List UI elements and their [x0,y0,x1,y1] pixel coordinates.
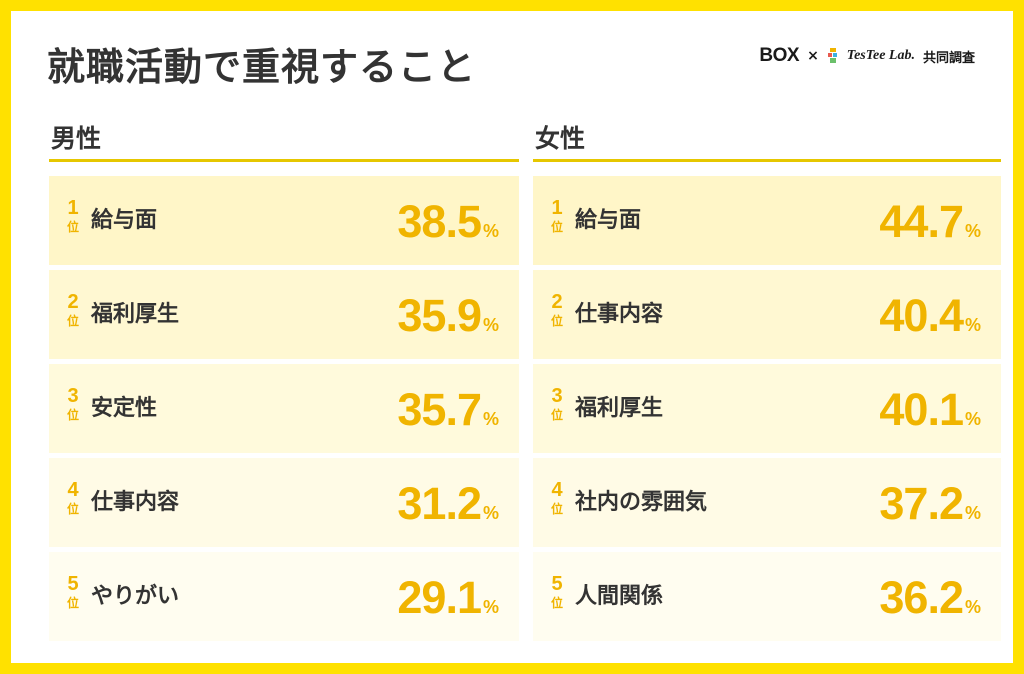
ranking-row: 4 位社内の雰囲気 37.2% [533,458,1001,547]
value-label: 40.4% [879,270,981,359]
testee-logo-icon [827,48,839,64]
male-column: 男性 1 位給与面 38.5% 2 位福利厚生 35.9% 3 位安定性 35.7% 4 位仕事内容… [49,121,519,646]
percent-sign: % [482,221,499,241]
ranking-row: 1 位給与面 38.5% [49,176,519,265]
value-number: 38.5 [397,196,482,247]
value-number: 35.7 [397,384,482,435]
value-number: 35.9 [397,290,482,341]
percent-sign: % [964,409,981,429]
percent-sign: % [964,221,981,241]
percent-sign: % [964,597,981,617]
percent-sign: % [482,503,499,523]
rank-number: 1 [551,197,563,219]
ranking-row: 3 位安定性 35.7% [49,364,519,453]
category-label: 安定性 [91,396,158,421]
female-ranking-list: 1 位給与面 44.7% 2 位仕事内容 40.4% 3 位福利厚生 40.1% 4 位社内の雰囲気… [533,176,1001,641]
rank-suffix: 位 [66,596,79,610]
box-logo: BOX [759,45,800,66]
category-label: やりがい [91,584,180,609]
page-title: 就職活動で重視すること [47,45,477,89]
value-number: 44.7 [879,196,964,247]
rank-suffix: 位 [550,314,563,328]
ranking-row: 2 位福利厚生 35.9% [49,270,519,359]
female-heading: 女性 [535,124,586,153]
value-label: 36.2% [879,552,981,641]
value-number: 40.4 [879,290,964,341]
rank-suffix: 位 [66,314,79,328]
percent-sign: % [964,315,981,335]
value-label: 37.2% [879,458,981,547]
rank-number: 4 [551,479,563,501]
rank-number: 3 [67,385,79,407]
rank-number: 2 [67,291,79,313]
rank-number: 3 [551,385,563,407]
value-label: 29.1% [397,552,499,641]
value-number: 40.1 [879,384,964,435]
value-label: 31.2% [397,458,499,547]
rank-number: 5 [67,573,79,595]
rank-number: 5 [551,573,563,595]
testee-lab-name: TesTee Lab. [846,48,915,63]
rank-suffix: 位 [550,220,563,234]
rank-suffix: 位 [66,502,79,516]
rank-suffix: 位 [550,408,563,422]
percent-sign: % [482,315,499,335]
rank-number: 1 [67,197,79,219]
value-label: 38.5% [397,176,499,265]
rank-suffix: 位 [66,220,79,234]
category-label: 人間関係 [575,584,664,609]
ranking-row: 5 位人間関係 36.2% [533,552,1001,641]
category-label: 福利厚生 [91,302,180,327]
rank-number: 4 [67,479,79,501]
ranking-row: 5 位やりがい 29.1% [49,552,519,641]
category-label: 給与面 [91,208,158,233]
rank-suffix: 位 [550,502,563,516]
ranking-row: 2 位仕事内容 40.4% [533,270,1001,359]
rank-suffix: 位 [550,596,563,610]
category-label: 仕事内容 [575,302,664,327]
ranking-row: 1 位給与面 44.7% [533,176,1001,265]
value-label: 40.1% [879,364,981,453]
percent-sign: % [964,503,981,523]
category-label: 仕事内容 [91,490,180,515]
value-number: 29.1 [397,572,482,623]
female-column: 女性 1 位給与面 44.7% 2 位仕事内容 40.4% 3 位福利厚生 40.1% 4 位社内の… [533,121,1001,646]
ranking-row: 4 位仕事内容 31.2% [49,458,519,547]
percent-sign: % [482,597,499,617]
ranking-row: 3 位福利厚生 40.1% [533,364,1001,453]
times-mark: × [807,48,819,64]
female-heading-rule [533,159,1001,162]
male-heading: 男性 [51,124,102,153]
value-number: 36.2 [879,572,964,623]
value-number: 31.2 [397,478,482,529]
value-label: 35.7% [397,364,499,453]
value-number: 37.2 [879,478,964,529]
value-label: 44.7% [879,176,981,265]
value-label: 35.9% [397,270,499,359]
male-ranking-list: 1 位給与面 38.5% 2 位福利厚生 35.9% 3 位安定性 35.7% 4 位仕事内容 31.… [49,176,519,641]
category-label: 給与面 [575,208,642,233]
rank-number: 2 [551,291,563,313]
rank-suffix: 位 [66,408,79,422]
percent-sign: % [482,409,499,429]
brand-logos: BOX × TesTee Lab. 共同調査 [759,45,975,67]
male-heading-rule [49,159,519,162]
category-label: 社内の雰囲気 [575,490,708,515]
category-label: 福利厚生 [575,396,664,421]
joint-survey-label: 共同調査 [922,50,975,66]
